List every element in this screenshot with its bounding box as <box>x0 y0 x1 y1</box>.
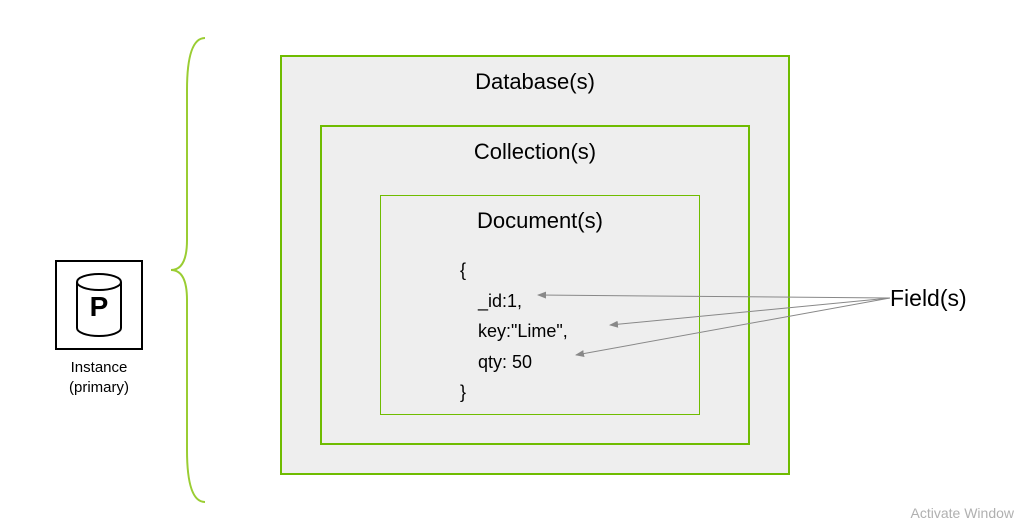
code-field-id: _id:1, <box>478 286 568 317</box>
database-title: Database(s) <box>282 57 788 95</box>
instance-group: P Instance (primary) <box>55 260 143 397</box>
instance-label: Instance (primary) <box>55 358 143 397</box>
code-field-qty: qty: 50 <box>478 347 568 378</box>
instance-label-line2: (primary) <box>55 378 143 398</box>
fields-label: Field(s) <box>890 285 967 312</box>
instance-label-line1: Instance <box>55 358 143 378</box>
code-field-key: key:"Lime", <box>478 316 568 347</box>
code-close-brace: } <box>460 377 568 408</box>
document-title: Document(s) <box>381 196 699 234</box>
collection-title: Collection(s) <box>322 127 748 165</box>
document-code: { _id:1, key:"Lime", qty: 50 } <box>460 255 568 408</box>
watermark-text: Activate Window <box>911 505 1014 521</box>
instance-icon-box: P <box>55 260 143 350</box>
curly-brace <box>165 30 215 510</box>
code-open-brace: { <box>460 255 568 286</box>
cylinder-icon: P <box>72 272 126 338</box>
instance-letter: P <box>90 291 109 322</box>
